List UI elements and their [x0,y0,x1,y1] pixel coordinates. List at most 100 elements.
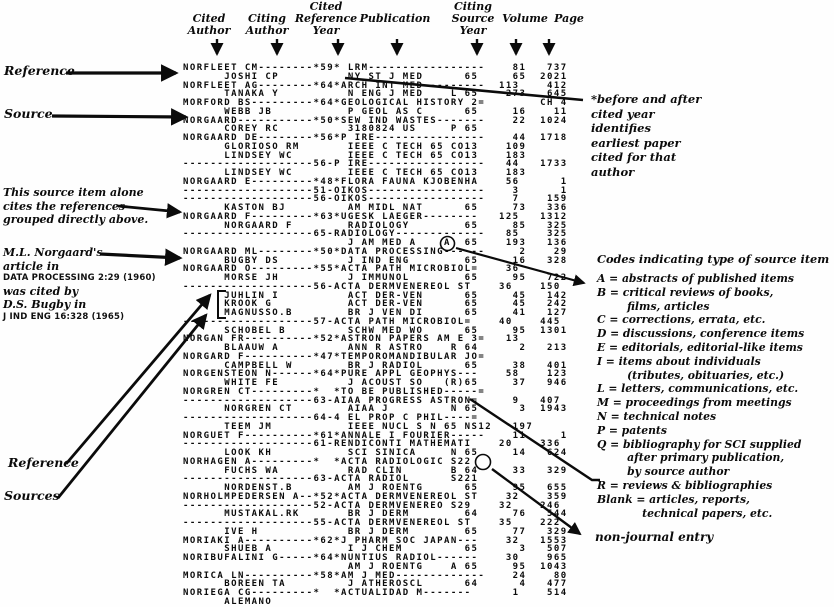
header-line: Cited [309,0,343,13]
note-line: This source item alone [3,186,144,199]
citation-row: NORGAARD F RADIOLOGY 65 85 325 [183,220,568,231]
grouped-references-note: This source item alone cites the referenc… [3,186,178,227]
citation-row: -------------------65-RADIOLOGY---------… [183,229,568,240]
header-line: Citing [454,0,492,13]
citation-row: -------------------51-OIKOS-------------… [183,185,568,196]
citation-row: -------------------56-ACTA DERMVENEREOL … [183,281,561,292]
column-header-citing-author: Citing Author [236,13,298,37]
citation-row: NORIBUFALINI G-----*64*NUNTIUS RADIOL---… [183,553,568,563]
cited-by-note-line: D.S. Bugby in [3,298,87,311]
reference-label: Reference [4,63,75,78]
citation-row: NORGAARD-----------*50*SEW IND WASTES---… [183,115,568,126]
citation-row: SCHOBEL B SCHW MED WO 65 95 1301 [183,325,568,336]
citation-row: NORGAARD DE--------*56*P IRE------------… [183,133,568,143]
column-header-page: Page [548,13,590,25]
note-line: cites the references [3,199,126,213]
header-line: Cited [192,12,226,25]
note-line: cited year [591,106,655,121]
header-line: Author [187,23,231,37]
citation-row: KROOK G ACT DER-VEN 65 45 242 [183,299,568,310]
asterisk-year-note: *before and after cited year identifies ear… [591,92,771,180]
citation-row: NORIEGA CG---------* *ACTUALIDAD M------… [183,588,568,598]
code-legend-line: by source author [597,465,730,479]
citation-row: MAGNUSSO.B BR J VEN DI 65 41 127 [183,308,568,318]
citation-row: AM J ROENTG A 65 95 1043 [183,561,568,572]
cited-by-note-line: was cited by [3,284,79,298]
header-line: Reference [294,11,358,25]
code-legend-line: (tributes, obituaries, etc.) [597,368,785,382]
code-legend-line: Q = bibliography for SCI supplied [597,437,802,451]
citation-row: NORGENSTEON N------*64*PURE APPL GEOPHYS… [183,369,568,380]
citation-row: LINDSEY WC IEEE C TECH 65 CO13 183 [183,168,527,178]
citation-row: NORFLEET CM--------*59* LRM-------------… [183,63,568,73]
citation-row: NORGAARD E---------*48*FLORA FAUNA KJOBE… [183,176,568,187]
reference-sources-label-sources: Sources [4,488,60,503]
citation-row: JUHLIN I ACT DER-VEN 65 45 142 [183,290,568,301]
reference-sources-label-reference: Reference [8,455,79,470]
citation-row: SHUEB A I J CHEM 65 3 507 [183,544,568,555]
citation-row: LINDSEY WC IEEE C TECH 65 CO13 183 [183,150,527,161]
note-line: cited for that [591,150,677,165]
code-legend-line: films, articles [597,299,710,313]
code-legend-line: E = editorials, editorial-like items [597,340,803,354]
code-legend-line: L = letters, communications, etc. [597,382,799,396]
header-line: Publication [359,12,431,25]
citation-row: BOREEN TA J ATHEROSCL 64 4 477 [183,579,568,590]
header-line: Page [554,12,584,25]
citation-row: -------------------56-P IRE-------------… [183,159,568,170]
header-line: Citing [248,12,286,25]
source-label: Source [4,106,53,121]
code-legend-line: C = corrections, errata, etc. [597,313,766,327]
code-legend-line: technical papers, etc. [597,506,773,520]
citation-row: MORFORD BS---------*64*GEOLOGICAL HISTOR… [183,98,568,108]
cited-by-note-line: M.L. Norgaard's [3,246,103,259]
citation-row: -------------------57-ACTA PATH MICROBIO… [183,316,561,327]
cited-by-note: M.L. Norgaard's article in DATA PROCESSI… [3,246,193,323]
column-header-publication: Publication [352,13,438,25]
citation-row: BLAAUW A ANN R ASTRO R 64 2 213 [183,343,568,353]
citation-row: MORICA LN----------*58*AM J MED---------… [183,570,568,581]
column-header-cited-author: Cited Author [180,13,238,37]
code-legend-line: P = patents [597,423,668,437]
note-line: identifies [591,121,651,136]
cited-by-note-citation: J IND ENG 16:328 (1965) [3,311,125,322]
cited-by-note-citation: DATA PROCESSING 2:29 (1960) [3,273,156,283]
codes-legend-list: A = abstracts of published items B = crit… [597,272,833,520]
non-journal-entry-label: non-journal entry [595,530,714,544]
citation-row: ALEMANO [183,596,273,607]
code-legend-line: R = reviews & bibliographies [597,478,773,492]
citation-row: KASTON BJ AM MIDL NAT 65 73 336 [183,203,568,213]
code-legend-line: D = discussions, conference items [597,327,805,341]
citation-row: NORGAARD F---------*63*UGESK LAEGER-----… [183,211,568,222]
citation-row: WEBB JB P GEOL AS C 65 16 11 [183,106,568,117]
citation-row: COREY RC 3180824 US P 65 [183,124,479,135]
note-line: *before and after [591,92,702,106]
column-header-cited-reference-year: Cited Reference Year [294,1,358,36]
citation-listing: NORFLEET CM--------*59* LRM-------------… [183,64,603,607]
code-legend-line: B = critical reviews of books, [597,285,774,299]
cited-by-note-line: article in [3,259,60,273]
column-header-citing-source-year: Citing Source Year [440,1,506,36]
note-line: earliest paper [591,135,681,150]
code-legend-line: N = technical notes [597,409,717,423]
note-line: grouped directly above. [3,213,149,226]
code-legend-line: I = items about individuals [597,354,761,368]
header-line: Author [245,23,289,37]
note-line: author [591,164,635,179]
citation-row: GLORIOSO RM IEEE C TECH 65 CO13 109 [183,141,527,152]
header-line: Year [312,23,340,37]
code-legend-line: M = proceedings from meetings [597,396,792,410]
code-legend-line: after primary publication, [597,451,785,465]
citation-row: -------------------63-ACTA RADIOL S221 [183,474,479,485]
header-line: Volume [502,12,548,25]
citation-row: WHITE FE J ACOUST SO (R)65 37 946 [183,378,568,388]
code-legend-line: Blank = articles, reports, [597,492,750,506]
citation-row: -------------------56-OIKOS-------------… [183,194,568,205]
column-header-volume: Volume [500,13,550,25]
citation-row: MORIAKI A----------*62*J PHARM SOC JAPAN… [183,535,568,546]
header-line: Source [451,11,495,25]
source-pointer-arrow [51,108,189,126]
code-legend-line: A = abstracts of published items [597,272,794,285]
header-line: Year [459,23,487,37]
